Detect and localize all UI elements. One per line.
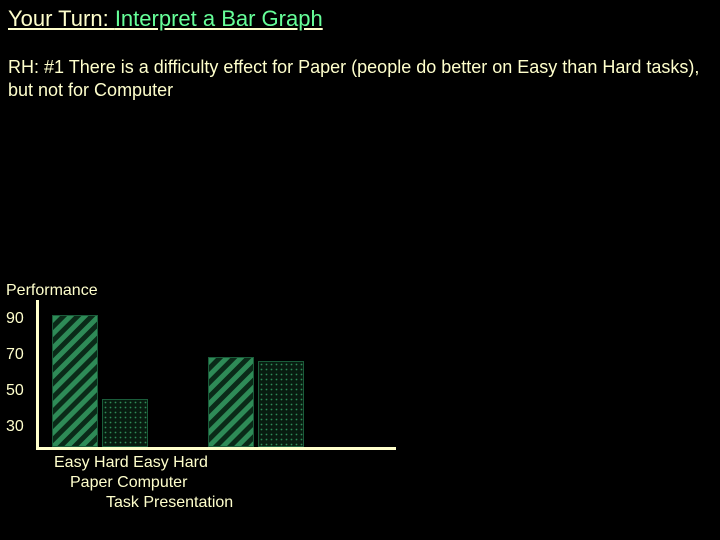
x-axis-line <box>36 447 396 450</box>
bar-computer-easy <box>208 357 254 447</box>
ytick-70: 70 <box>6 346 24 364</box>
slide: Your Turn: Interpret a Bar Graph RH: #1 … <box>0 0 720 540</box>
bar-paper-easy <box>52 315 98 447</box>
x-group-labels: Paper Computer <box>70 474 187 492</box>
page-title: Your Turn: Interpret a Bar Graph <box>8 6 323 32</box>
bar-chart <box>36 310 396 450</box>
ytick-90: 90 <box>6 310 24 328</box>
x-axis-title: Task Presentation <box>106 494 233 512</box>
bar-paper-hard <box>102 399 148 447</box>
title-part1: Your Turn: <box>8 6 115 31</box>
title-part2: Interpret a Bar Graph <box>115 6 323 31</box>
ytick-30: 30 <box>6 418 24 436</box>
y-axis-label: Performance <box>6 282 98 300</box>
bar-computer-hard <box>258 361 304 447</box>
ytick-50: 50 <box>6 382 24 400</box>
x-labels-line1: Easy Hard Easy Hard <box>54 454 208 472</box>
hypothesis-text: RH: #1 There is a difficulty effect for … <box>8 56 708 101</box>
y-axis-line <box>36 300 39 450</box>
